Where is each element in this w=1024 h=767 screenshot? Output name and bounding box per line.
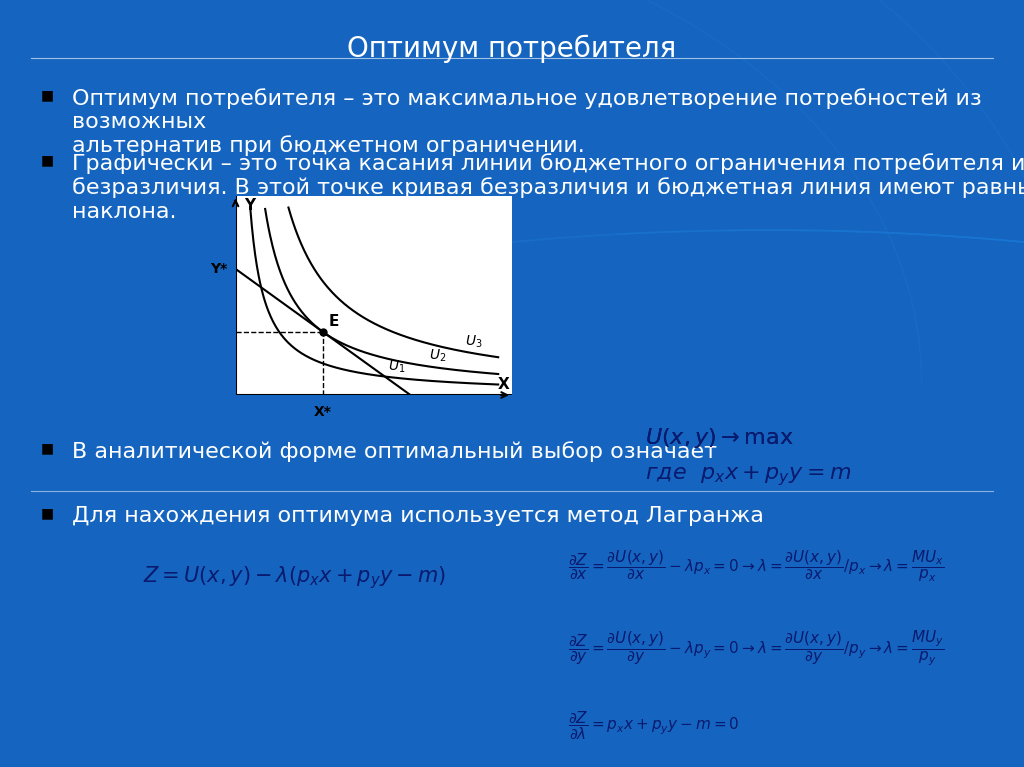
Text: Y*: Y* [210, 262, 227, 276]
Text: ■: ■ [41, 441, 54, 455]
Text: Y: Y [244, 198, 255, 212]
Text: ■: ■ [41, 88, 54, 102]
Text: $U(x, y) \rightarrow \mathrm{max}$: $U(x, y) \rightarrow \mathrm{max}$ [645, 426, 794, 449]
Text: X*: X* [314, 405, 332, 419]
Text: В аналитической форме оптимальный выбор означает: В аналитической форме оптимальный выбор … [72, 441, 717, 462]
Text: ■: ■ [41, 153, 54, 167]
Text: $U_3$: $U_3$ [465, 333, 482, 350]
Text: $\dfrac{\partial Z}{\partial \lambda} = p_x x + p_y y - m = 0$: $\dfrac{\partial Z}{\partial \lambda} = … [568, 709, 740, 742]
Text: $\dfrac{\partial Z}{\partial y} = \dfrac{\partial U(x,y)}{\partial y} - \lambda : $\dfrac{\partial Z}{\partial y} = \dfrac… [568, 629, 945, 668]
Text: Для нахождения оптимума используется метод Лагранжа: Для нахождения оптимума используется мет… [72, 506, 764, 526]
Text: ■: ■ [41, 506, 54, 520]
Text: $\dfrac{\partial Z}{\partial x} = \dfrac{\partial U(x,y)}{\partial x} - \lambda : $\dfrac{\partial Z}{\partial x} = \dfrac… [568, 548, 945, 584]
Text: Оптимум потребителя – это максимальное удовлетворение потребностей из возможных
: Оптимум потребителя – это максимальное у… [72, 88, 981, 156]
Text: X: X [499, 377, 510, 392]
Text: $U_2$: $U_2$ [429, 347, 446, 364]
Text: Оптимум потребителя: Оптимум потребителя [347, 35, 677, 63]
Text: E: E [329, 314, 339, 329]
Text: $Z = U(x,y) - \lambda(p_x x + p_y y - m)$: $Z = U(x,y) - \lambda(p_x x + p_y y - m)… [143, 564, 446, 591]
Text: $\mathit{где}\ \ p_x x + p_y y = m$: $\mathit{где}\ \ p_x x + p_y y = m$ [645, 464, 851, 488]
Text: Графически – это точка касания линии бюджетного ограничения потребителя и кривой: Графически – это точка касания линии бюд… [72, 153, 1024, 222]
Text: $U_1$: $U_1$ [388, 359, 404, 376]
Text: $U(x,y) \rightarrow \max$: $U(x,y) \rightarrow \max$ [645, 426, 794, 449]
